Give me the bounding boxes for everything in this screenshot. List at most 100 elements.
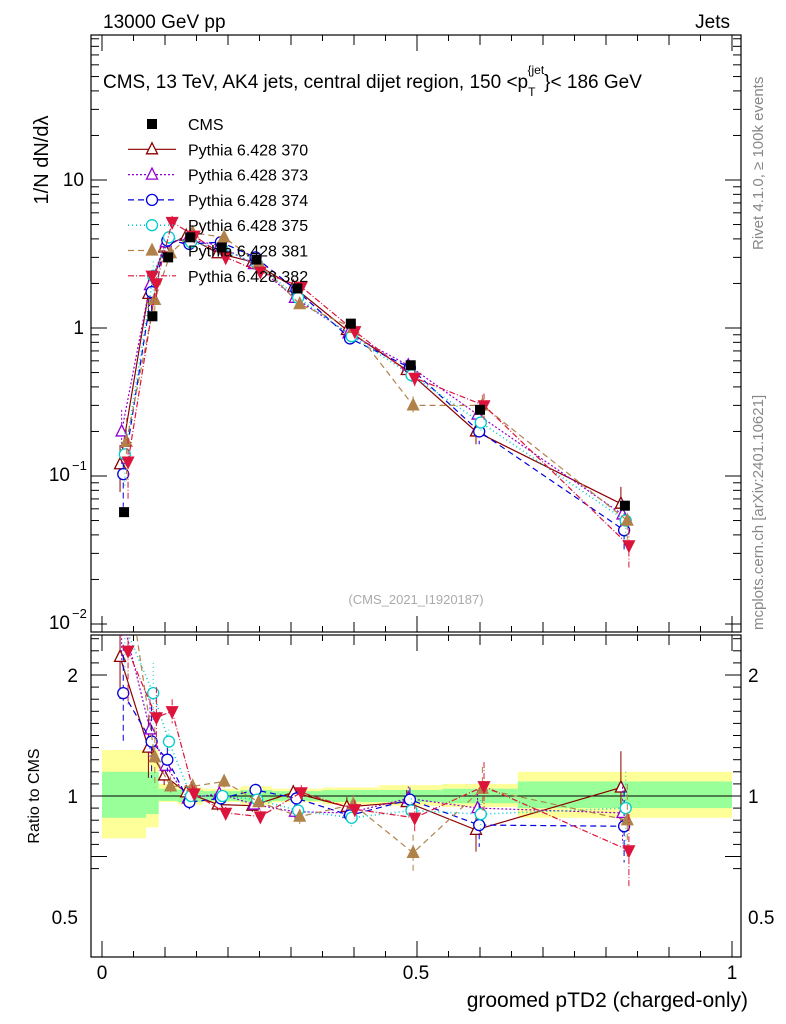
header-left: 13000 GeV pp [103, 12, 226, 33]
ratio-point [619, 801, 632, 815]
legend-marker [145, 270, 159, 284]
ratio-ytick-2-right: 2 [748, 666, 759, 687]
ratio-ytick-05: 0.5 [52, 908, 78, 929]
ratio-point [620, 812, 634, 826]
ratio-ytick-05-right: 0.5 [748, 908, 774, 929]
ratio-ytick-2: 2 [67, 666, 78, 687]
ratio-point [473, 818, 486, 832]
ratio-point [252, 794, 266, 808]
ratio-point [147, 687, 160, 700]
header-right: Jets [695, 12, 730, 33]
ylabel-main: 1/N dN/dλ [31, 116, 53, 205]
main-point [253, 266, 267, 280]
cms-data-point [119, 507, 130, 518]
band-inner-bin [158, 788, 178, 801]
analysis-watermark: (CMS_2021_I1920187) [348, 592, 483, 607]
legend-marker [145, 242, 159, 256]
ratio-point [161, 753, 174, 766]
legend-label: Pythia 6.428 381 [188, 244, 308, 261]
main-point [219, 252, 233, 266]
xtick-05: 0.5 [403, 963, 429, 984]
main-frame [90, 34, 742, 633]
ratio-point [477, 781, 491, 795]
ratio-point [162, 735, 176, 748]
ratio-point [119, 621, 130, 632]
ratio-point [163, 778, 178, 792]
main-point [165, 216, 179, 230]
main-y-axis-label: 1/N dN/dλ [31, 116, 53, 205]
ratio-point [253, 811, 267, 825]
ytick-label-ten: 10 [63, 170, 84, 191]
ytick-label-one: 1 [73, 318, 84, 339]
cms-data-point [475, 404, 485, 415]
ratio-point [116, 608, 127, 619]
ratio-point [121, 645, 135, 659]
ratio-point [474, 808, 487, 821]
rivet-label: Rivet 4.1.0, ≥ 100k events [750, 77, 767, 250]
ratio-point [614, 779, 628, 793]
main-point [149, 278, 163, 292]
xtick-0: 0 [97, 963, 108, 984]
cms-data-point [185, 232, 196, 243]
cms-data-point [292, 283, 303, 294]
cms-data-point [216, 242, 227, 253]
cms-data-point [163, 252, 174, 263]
ratio-plot-series [113, 560, 636, 887]
axis-ticks [91, 35, 741, 957]
xtick-1: 1 [727, 963, 738, 984]
cms-data-point [405, 360, 416, 371]
ratio-y-tick-labels: 2 1 0.5 2 1 0.5 [52, 666, 775, 929]
ratio-point [217, 773, 231, 787]
legend-label: Pythia 6.428 382 [188, 269, 308, 286]
legend-marker [147, 119, 157, 129]
band-inner-bin [102, 771, 147, 818]
ratio-point [117, 687, 130, 700]
ratio-point [622, 845, 636, 859]
ytick-label-0p01: 10 [49, 613, 70, 634]
main-point [408, 372, 422, 386]
ratio-point [219, 807, 233, 821]
cms-data-point [345, 318, 356, 329]
main-y-tick-labels: 10 1 10 −1 10 −2 [49, 170, 87, 634]
cms-data-point [619, 500, 630, 511]
legend-marker [145, 166, 159, 180]
ytick-label-0p01-exp: −2 [72, 606, 87, 621]
main-point [162, 231, 176, 244]
x-tick-labels: 0 0.5 1 [97, 963, 738, 984]
main-plot-series [113, 215, 636, 569]
main-point [121, 456, 135, 470]
ratio-uncertainty-bands [102, 750, 732, 839]
ratio-ytick-1-right: 1 [748, 787, 759, 808]
band-inner-bin [146, 771, 159, 815]
legend-label: Pythia 6.428 375 [188, 218, 308, 235]
legend-label: Pythia 6.428 373 [188, 168, 308, 185]
ratio-point [293, 808, 307, 822]
ratio-point [348, 804, 362, 818]
main-point [117, 467, 130, 481]
ratio-point [406, 844, 420, 859]
main-series-line [122, 239, 625, 531]
ratio-point [216, 789, 229, 803]
main-point [148, 291, 162, 305]
main-point [620, 512, 634, 526]
ytick-label-0p1-exp: −1 [72, 458, 87, 473]
mcplots-label: mcplots.cern.ch [arXiv:2401.10621] [750, 395, 767, 630]
main-point [474, 416, 487, 429]
ratio-point [187, 788, 201, 802]
legend-label: Pythia 6.428 374 [188, 193, 308, 210]
ratio-ytick-1: 1 [67, 787, 78, 808]
ratio-point [294, 787, 308, 801]
ratio-point [121, 560, 132, 571]
ytick-label-0p1: 10 [49, 465, 70, 486]
x-axis-label: groomed pTD2 (charged-only) [467, 989, 748, 1012]
ratio-point [149, 712, 163, 726]
ratio-point [113, 648, 127, 662]
main-point [217, 229, 231, 243]
ratio-point [148, 749, 162, 763]
ratio-point [408, 812, 422, 826]
ratio-point [165, 706, 179, 720]
legend-label: Pythia 6.428 370 [188, 142, 308, 159]
legend-label: CMS [188, 117, 224, 134]
main-point [119, 433, 134, 448]
